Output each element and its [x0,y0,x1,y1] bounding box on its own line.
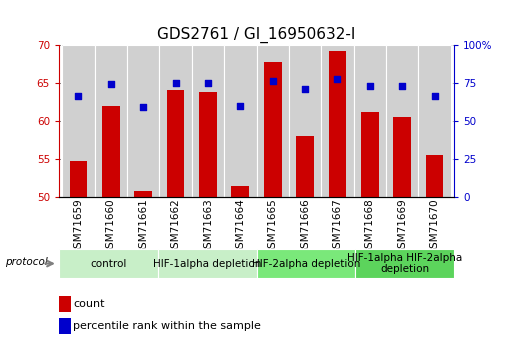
Bar [264,61,282,197]
Bar [134,191,152,197]
Point [204,80,212,86]
Title: GDS2761 / GI_16950632-I: GDS2761 / GI_16950632-I [157,27,356,43]
Bar [355,249,454,278]
FancyBboxPatch shape [224,45,256,197]
Point [107,81,115,87]
Point [139,104,147,110]
Text: HIF-1alpha HIF-2alpha
depletion: HIF-1alpha HIF-2alpha depletion [347,253,462,274]
Text: percentile rank within the sample: percentile rank within the sample [73,321,261,331]
Point [236,103,244,108]
Point [74,94,83,99]
Bar [231,186,249,197]
Text: HIF-2alpha depletion: HIF-2alpha depletion [252,259,360,268]
Bar [102,106,120,197]
Point [301,86,309,92]
FancyBboxPatch shape [192,45,224,197]
Bar [70,161,87,197]
Point [398,83,406,89]
Bar [59,318,71,334]
FancyBboxPatch shape [256,45,289,197]
Bar [426,155,443,197]
Bar [59,249,158,278]
FancyBboxPatch shape [353,45,386,197]
FancyBboxPatch shape [419,45,451,197]
FancyBboxPatch shape [160,45,192,197]
Point [333,76,342,82]
Text: HIF-1alpha depletion: HIF-1alpha depletion [153,259,261,268]
FancyBboxPatch shape [94,45,127,197]
FancyBboxPatch shape [321,45,353,197]
Bar [328,51,346,197]
Bar [296,136,314,197]
Text: count: count [73,299,105,309]
Bar [158,249,256,278]
Bar [199,92,217,197]
FancyBboxPatch shape [62,45,94,197]
Point [430,94,439,99]
Point [171,80,180,86]
Bar [167,90,185,197]
Point [366,83,374,89]
Bar [393,117,411,197]
Bar [361,112,379,197]
FancyBboxPatch shape [289,45,321,197]
Text: protocol: protocol [5,257,48,267]
Bar [256,249,355,278]
Bar [59,296,71,312]
Text: control: control [90,259,127,268]
FancyBboxPatch shape [386,45,419,197]
Point [269,79,277,84]
FancyBboxPatch shape [127,45,160,197]
